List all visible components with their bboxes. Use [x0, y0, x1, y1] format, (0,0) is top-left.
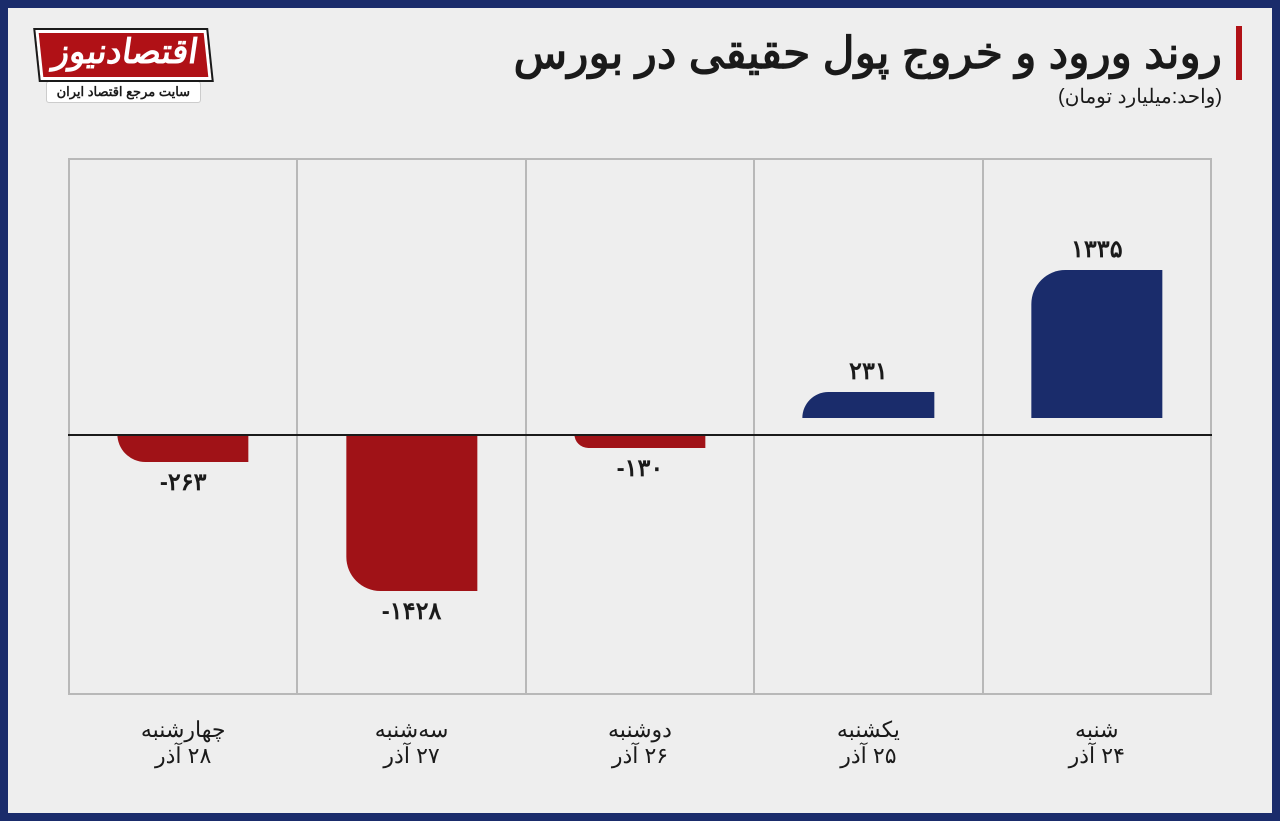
chart-column: ۱۳۳۵شنبه۲۴ آذر — [982, 158, 1212, 693]
chart-bottom-border — [68, 693, 1212, 695]
bar-value-label: -۱۴۲۸ — [382, 597, 442, 626]
x-axis-date: ۲۴ آذر — [984, 743, 1210, 769]
x-axis-label: دوشنبه۲۶ آذر — [527, 709, 753, 769]
x-axis-date: ۲۶ آذر — [527, 743, 753, 769]
logo-name: اقتصادنیوز — [35, 30, 211, 80]
chart-column: ۲۳۱یکشنبه۲۵ آذر — [753, 158, 981, 693]
title-accent-bar — [1236, 26, 1242, 80]
x-axis-label: شنبه۲۴ آذر — [984, 709, 1210, 769]
bar-value-label: -۱۳۰ — [617, 454, 664, 483]
x-axis-day: چهارشنبه — [70, 717, 296, 743]
bar-positive — [1031, 270, 1162, 417]
x-axis-label: چهارشنبه۲۸ آذر — [70, 709, 296, 769]
bar-positive — [803, 392, 934, 417]
title-row: روند ورود و خروج پول حقیقی در بورس — [513, 26, 1242, 80]
publisher-logo: اقتصادنیوز سایت مرجع اقتصاد ایران — [38, 30, 209, 102]
x-axis-day: دوشنبه — [527, 717, 753, 743]
chart-column: -۲۶۳چهارشنبه۲۸ آذر — [68, 158, 296, 693]
bar-value-label: -۲۶۳ — [160, 468, 207, 497]
x-axis-day: سه‌شنبه — [298, 717, 524, 743]
header: روند ورود و خروج پول حقیقی در بورس (واحد… — [8, 8, 1272, 119]
chart-grid: ۱۳۳۵شنبه۲۴ آذر۲۳۱یکشنبه۲۵ آذر-۱۳۰دوشنبه۲… — [68, 158, 1212, 693]
chart-column: -۱۴۲۸سه‌شنبه۲۷ آذر — [296, 158, 524, 693]
x-axis-day: شنبه — [984, 717, 1210, 743]
x-axis-date: ۲۷ آذر — [298, 743, 524, 769]
bar-negative — [574, 434, 705, 448]
chart-title: روند ورود و خروج پول حقیقی در بورس — [513, 28, 1222, 79]
chart-area: ۱۳۳۵شنبه۲۴ آذر۲۳۱یکشنبه۲۵ آذر-۱۳۰دوشنبه۲… — [68, 158, 1212, 753]
bar-negative — [346, 434, 477, 591]
bar-value-label: ۱۳۳۵ — [1071, 235, 1123, 264]
logo-tagline: سایت مرجع اقتصاد ایران — [47, 82, 201, 102]
title-block: روند ورود و خروج پول حقیقی در بورس (واحد… — [513, 26, 1242, 109]
x-axis-date: ۲۸ آذر — [70, 743, 296, 769]
chart-frame: روند ورود و خروج پول حقیقی در بورس (واحد… — [0, 0, 1280, 821]
x-axis-day: یکشنبه — [755, 717, 981, 743]
x-axis-date: ۲۵ آذر — [755, 743, 981, 769]
bar-negative — [118, 434, 249, 463]
bar-value-label: ۲۳۱ — [849, 357, 888, 386]
x-axis-label: سه‌شنبه۲۷ آذر — [298, 709, 524, 769]
x-axis-label: یکشنبه۲۵ آذر — [755, 709, 981, 769]
zero-axis — [68, 434, 1212, 436]
chart-subtitle: (واحد:میلیارد تومان) — [1058, 84, 1222, 109]
chart-column: -۱۳۰دوشنبه۲۶ آذر — [525, 158, 753, 693]
